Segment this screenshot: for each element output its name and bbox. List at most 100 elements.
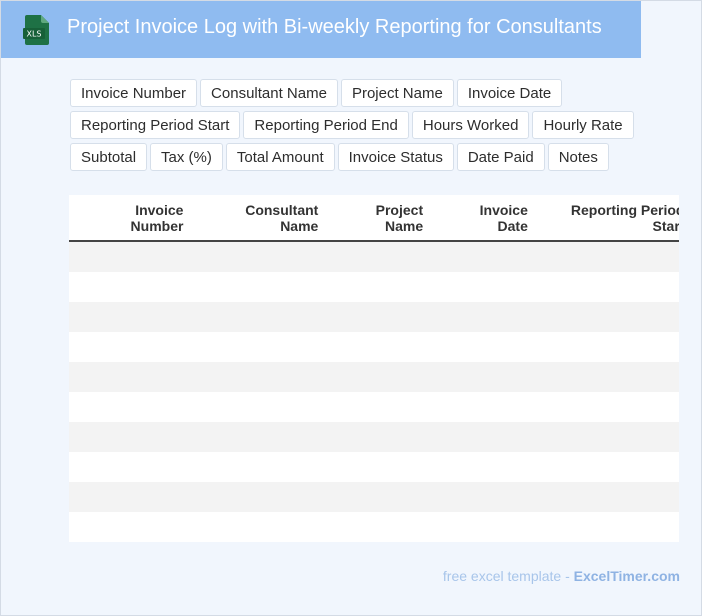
column-header-line: Invoice (479, 201, 528, 218)
field-chip[interactable]: Invoice Date (456, 79, 563, 107)
table-row (69, 362, 679, 392)
table-cell[interactable] (324, 302, 430, 332)
table-cell[interactable] (189, 482, 325, 512)
table-cell[interactable] (533, 482, 679, 512)
column-header-line: Invoice (135, 201, 184, 218)
table-cell[interactable] (429, 392, 534, 422)
table-cell[interactable] (69, 482, 190, 512)
table-header-row: Invoice Number Consultant Name Project Name In… (69, 195, 679, 242)
column-header-line: Project (375, 201, 424, 218)
table-row (69, 302, 679, 332)
table-cell[interactable] (69, 392, 190, 422)
table-cell[interactable] (429, 332, 534, 362)
column-header[interactable]: Invoice Number (69, 195, 190, 242)
field-chip[interactable]: Project Name (340, 79, 454, 107)
column-header-line: Name (384, 217, 424, 234)
column-header-line: Number (130, 217, 184, 234)
invoice-table: Invoice Number Consultant Name Project Name In… (69, 195, 679, 542)
table-cell[interactable] (324, 452, 430, 482)
table-cell[interactable] (533, 362, 679, 392)
field-chip-list: Invoice Number Consultant Name Project Nam… (70, 79, 640, 171)
table-cell[interactable] (429, 422, 534, 452)
table-cell[interactable] (189, 272, 325, 302)
table-cell[interactable] (324, 362, 430, 392)
table-cell[interactable] (533, 332, 679, 362)
table-cell[interactable] (429, 362, 534, 392)
table-cell[interactable] (324, 422, 430, 452)
column-header-line: Start (652, 217, 679, 234)
table-cell[interactable] (69, 332, 190, 362)
table-cell[interactable] (429, 241, 534, 272)
table-cell[interactable] (533, 422, 679, 452)
table-row (69, 512, 679, 542)
table-cell[interactable] (533, 452, 679, 482)
field-chip[interactable]: Hours Worked (411, 111, 530, 139)
column-header-line: Reporting Period (570, 201, 679, 218)
table-cell[interactable] (324, 241, 430, 272)
column-header[interactable]: Project Name (324, 195, 430, 242)
column-header[interactable]: Invoice Date (429, 195, 534, 242)
field-chip[interactable]: Invoice Number (70, 79, 198, 107)
table-cell[interactable] (429, 272, 534, 302)
table-cell[interactable] (324, 482, 430, 512)
table-row (69, 241, 679, 272)
column-header[interactable]: Consultant Name (189, 195, 325, 242)
table-row (69, 422, 679, 452)
footer-brand-link[interactable]: ExcelTimer.com (573, 568, 680, 584)
table-cell[interactable] (324, 272, 430, 302)
column-header-line: Date (497, 217, 528, 234)
title-bar: XLS Project Invoice Log with Bi-weekly R… (1, 1, 641, 58)
table-cell[interactable] (429, 452, 534, 482)
field-chip[interactable]: Hourly Rate (532, 111, 634, 139)
table-cell[interactable] (533, 392, 679, 422)
table-cell[interactable] (533, 272, 679, 302)
field-chip[interactable]: Reporting Period Start (70, 111, 241, 139)
table-cell[interactable] (189, 332, 325, 362)
table-cell[interactable] (189, 512, 325, 542)
field-chip[interactable]: Notes (547, 143, 609, 171)
field-chip[interactable]: Subtotal (70, 143, 148, 171)
table-cell[interactable] (429, 512, 534, 542)
table-cell[interactable] (69, 362, 190, 392)
table-cell[interactable] (69, 302, 190, 332)
table-cell[interactable] (69, 272, 190, 302)
field-chip[interactable]: Reporting Period End (243, 111, 409, 139)
table-cell[interactable] (189, 452, 325, 482)
table-body (69, 241, 679, 542)
xls-file-icon: XLS (23, 15, 49, 45)
table-cell[interactable] (189, 362, 325, 392)
footer-prefix: free excel template - (442, 568, 570, 584)
table-row (69, 482, 679, 512)
table-cell[interactable] (533, 241, 679, 272)
table-row (69, 392, 679, 422)
field-chip[interactable]: Total Amount (225, 143, 335, 171)
field-chip[interactable]: Date Paid (456, 143, 545, 171)
table-row (69, 452, 679, 482)
xls-icon-label: XLS (26, 30, 41, 39)
invoice-table-container: Invoice Number Consultant Name Project Name In… (69, 195, 679, 542)
table-cell[interactable] (69, 452, 190, 482)
field-chip[interactable]: Tax (%) (150, 143, 223, 171)
table-cell[interactable] (324, 332, 430, 362)
table-cell[interactable] (69, 241, 190, 272)
column-header-line: Name (280, 217, 319, 234)
table-cell[interactable] (189, 302, 325, 332)
table-row (69, 272, 679, 302)
table-cell[interactable] (189, 422, 325, 452)
field-chip[interactable]: Consultant Name (200, 79, 338, 107)
table-cell[interactable] (533, 302, 679, 332)
table-cell[interactable] (429, 302, 534, 332)
table-cell[interactable] (189, 241, 325, 272)
table-cell[interactable] (69, 422, 190, 452)
column-header-line: Consultant (245, 201, 319, 218)
table-cell[interactable] (324, 392, 430, 422)
table-row (69, 332, 679, 362)
table-cell[interactable] (189, 392, 325, 422)
table-cell[interactable] (69, 512, 190, 542)
table-cell[interactable] (324, 512, 430, 542)
table-cell[interactable] (429, 482, 534, 512)
table-cell[interactable] (533, 512, 679, 542)
field-chip[interactable]: Invoice Status (337, 143, 454, 171)
